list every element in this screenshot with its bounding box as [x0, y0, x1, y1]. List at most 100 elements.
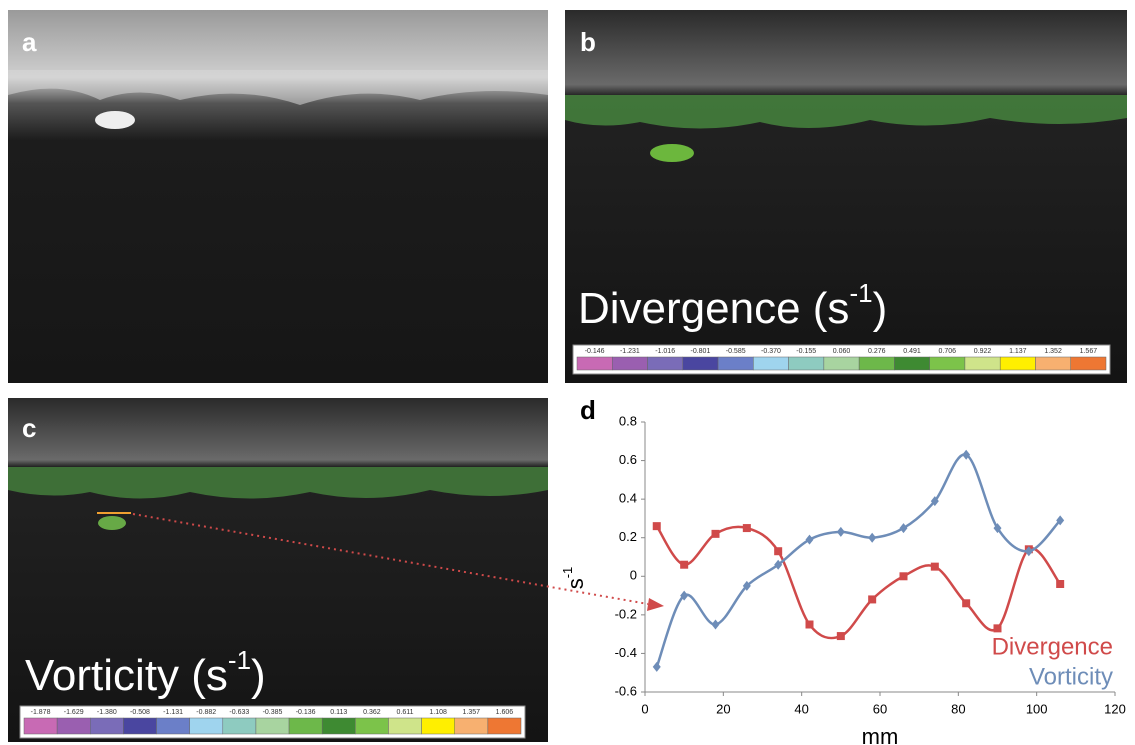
colorbar-swatch — [255, 717, 290, 735]
photo-a — [8, 10, 548, 383]
colorbar-label: -1.016 — [655, 348, 675, 355]
colorbar-swatch — [823, 356, 860, 371]
y-tick-label: 0.4 — [619, 491, 637, 506]
colorbar-label: -1.231 — [620, 348, 640, 355]
colorbar-swatch — [1070, 356, 1107, 371]
marker — [711, 619, 720, 630]
y-tick-label: -0.4 — [615, 645, 637, 660]
colorbar-swatch — [156, 717, 190, 735]
y-tick-label: 0.2 — [619, 529, 637, 544]
y-tick-label: -0.2 — [615, 606, 637, 621]
colorbar-swatch — [90, 717, 124, 735]
panel-title: Vorticity (s-1) — [25, 645, 266, 700]
panel-label: b — [580, 27, 596, 57]
colorbar-swatch — [647, 356, 684, 371]
y-tick-label: 0.6 — [619, 452, 637, 467]
marker — [805, 620, 814, 629]
colorbar-swatch — [388, 717, 422, 735]
colorbar-swatch — [355, 717, 389, 735]
marker — [1056, 580, 1065, 588]
colorbar-swatch — [56, 717, 91, 735]
panel-label: d — [580, 395, 596, 425]
panel-title: Divergence (s-1) — [578, 278, 887, 333]
colorbar-label: 1.357 — [463, 709, 481, 716]
marker — [993, 523, 1002, 534]
x-tick-label: 20 — [716, 701, 730, 716]
marker — [652, 522, 661, 531]
colorbar-label: 0.922 — [974, 348, 992, 355]
marker — [680, 560, 689, 569]
colorbar-swatch — [929, 356, 966, 371]
colorbar-label: -1.629 — [64, 709, 84, 716]
y-axis-label: s-1 — [560, 567, 587, 590]
colorbar-label: 0.611 — [397, 709, 414, 716]
marker — [930, 496, 939, 507]
colorbar-swatch — [288, 717, 323, 735]
marker — [742, 580, 751, 591]
x-axis-label: mm — [862, 724, 899, 745]
colorbar-label: -0.136 — [296, 709, 316, 716]
x-tick-label: 60 — [873, 701, 887, 716]
x-tick-label: 40 — [794, 701, 808, 716]
y-tick-label: 0.8 — [619, 413, 637, 428]
y-tick-label: 0 — [630, 568, 637, 583]
marker — [899, 523, 908, 534]
bubble-cloud — [95, 111, 135, 129]
colorbar-swatch — [788, 356, 825, 371]
colorbar-swatch — [321, 717, 356, 735]
x-tick-label: 80 — [951, 701, 965, 716]
colorbar-label: 0.491 — [903, 348, 921, 355]
photo-b — [565, 10, 1127, 383]
marker — [652, 661, 661, 672]
marker — [1056, 515, 1065, 526]
colorbar-label: 1.137 — [1009, 348, 1027, 355]
colorbar-swatch — [612, 356, 648, 371]
colorbar-swatch — [576, 356, 613, 371]
marker — [805, 534, 814, 545]
colorbar-label: -1.131 — [163, 709, 183, 716]
marker — [836, 526, 845, 537]
marker — [868, 532, 877, 543]
colorbar-label: -0.508 — [130, 709, 150, 716]
marker — [774, 559, 783, 570]
colorbar-label: 0.706 — [939, 348, 957, 355]
colorbar-label: -0.146 — [585, 348, 605, 355]
marker — [962, 599, 971, 608]
series-line — [655, 525, 1062, 640]
colorbar-swatch — [894, 356, 930, 371]
green-band — [565, 95, 1127, 129]
x-tick-label: 100 — [1026, 701, 1048, 716]
green-blob — [98, 516, 126, 530]
colorbar-swatch — [421, 717, 455, 735]
colorbar-label: -0.585 — [726, 348, 746, 355]
marker — [774, 547, 783, 556]
marker — [680, 590, 689, 601]
colorbar-label: 1.567 — [1080, 348, 1098, 355]
colorbar-label: 0.060 — [833, 348, 851, 355]
colorbar-swatch — [753, 356, 789, 371]
colorbar-swatch — [1035, 356, 1071, 371]
x-tick-label: 120 — [1104, 701, 1126, 716]
colorbar-swatch — [23, 717, 58, 735]
colorbar-label: -0.633 — [229, 709, 249, 716]
colorbar-swatch — [487, 717, 522, 735]
marker — [711, 529, 720, 538]
marker — [1024, 546, 1033, 557]
marker — [868, 595, 877, 604]
colorbar-label: -0.155 — [796, 348, 816, 355]
legend-entry: Divergence — [992, 633, 1113, 660]
colorbar-swatch — [964, 356, 1001, 371]
colorbar-swatch — [222, 717, 257, 735]
colorbar-label: 1.352 — [1044, 348, 1062, 355]
green-blob — [650, 144, 694, 162]
arrow-head — [647, 598, 664, 611]
panel-label: a — [22, 27, 37, 57]
colorbar-swatch — [999, 356, 1036, 371]
colorbar-swatch — [123, 717, 157, 735]
colorbar-label: 1.606 — [496, 709, 514, 716]
panel-label: c — [22, 413, 36, 443]
marker — [930, 562, 939, 571]
photo-c — [8, 398, 548, 742]
colorbar-label: 0.113 — [330, 709, 347, 716]
